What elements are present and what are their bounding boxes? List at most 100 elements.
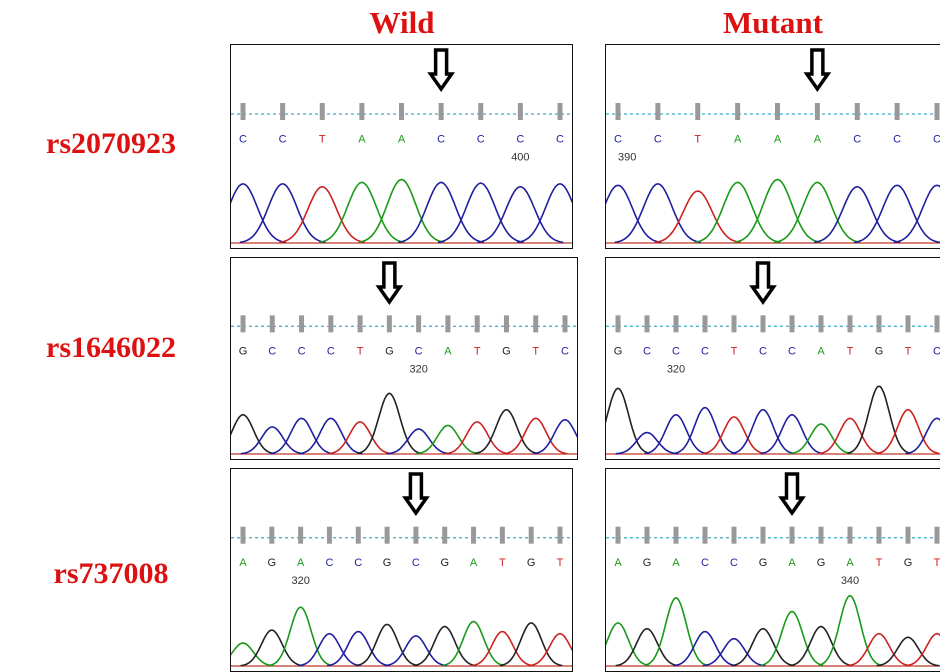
base-call-tick	[528, 526, 534, 544]
column-title-mutant: Mutant	[723, 5, 823, 40]
base-call-tick	[240, 526, 246, 544]
base-call-tick	[644, 526, 650, 544]
trace-peak	[240, 629, 304, 667]
base-call-tick	[359, 103, 365, 121]
base-call-letter: C	[437, 133, 445, 145]
trace-peak	[876, 408, 940, 455]
trace-peak	[504, 417, 568, 455]
base-call-tick	[299, 315, 305, 333]
trace-peak	[654, 190, 741, 244]
base-call-letter: G	[759, 557, 768, 569]
trace-peak	[231, 182, 286, 244]
base-call-tick	[934, 526, 940, 544]
trace-peak	[673, 630, 737, 667]
base-call-letter: G	[904, 557, 913, 569]
base-call-letter: G	[440, 557, 449, 569]
trace-peak	[474, 408, 539, 455]
base-call-letter: G	[502, 345, 511, 357]
base-call-tick	[760, 526, 766, 544]
row-label-rs2070923: rs2070923	[46, 127, 176, 160]
base-call-tick	[818, 315, 824, 333]
trace-peak	[318, 181, 405, 244]
base-call-tick	[876, 315, 882, 333]
base-call-tick	[760, 315, 766, 333]
trace-peak	[231, 413, 275, 455]
trace-peak	[517, 182, 572, 244]
chromatogram-plot: G C C C T C C A T G T C 320	[606, 261, 940, 455]
sequence-position-label: 390	[618, 152, 636, 164]
base-call-letter: T	[532, 345, 539, 357]
base-call-tick	[269, 526, 275, 544]
base-call-letter: C	[561, 345, 569, 357]
base-call-tick	[557, 526, 563, 544]
base-call-tick	[934, 315, 940, 333]
sequence-position-label: 400	[511, 152, 529, 164]
base-call-letter: T	[731, 345, 738, 357]
base-call-letter: A	[788, 557, 796, 569]
trace-peak	[847, 632, 911, 667]
base-call-tick	[876, 526, 882, 544]
base-call-tick	[517, 103, 523, 121]
base-call-letter: G	[239, 345, 248, 357]
trace-peak	[279, 185, 366, 244]
base-call-letter: T	[876, 557, 883, 569]
trace-peak	[606, 184, 662, 244]
trace-peak	[853, 184, 940, 244]
base-call-letter: C	[701, 345, 709, 357]
base-call-tick	[702, 526, 708, 544]
base-call-letter: T	[474, 345, 481, 357]
chromatogram-rs2070923-mutant: C C T A A A C C C 390	[605, 44, 940, 249]
base-call-tick	[269, 315, 275, 333]
base-call-tick	[731, 315, 737, 333]
trace-peak	[355, 623, 419, 667]
base-call-letter: C	[298, 345, 306, 357]
trace-peak	[876, 636, 940, 667]
base-call-letter: A	[239, 557, 247, 569]
base-call-letter: C	[788, 345, 796, 357]
base-call-tick	[413, 526, 419, 544]
trace-peak	[445, 421, 509, 455]
base-call-tick	[905, 315, 911, 333]
trace-peak	[789, 423, 853, 455]
trace-peak	[615, 431, 679, 455]
base-call-letter: A	[398, 133, 406, 145]
base-call-letter: T	[319, 133, 326, 145]
trace-peak	[328, 421, 392, 455]
base-call-tick	[478, 103, 484, 121]
chromatogram-plot: C C T A A A C C C 390	[606, 48, 940, 244]
base-call-letter: C	[325, 557, 333, 569]
trace-peak	[386, 428, 451, 455]
snp-arrow-icon	[749, 261, 777, 306]
trace-peak	[731, 408, 795, 455]
base-call-tick	[789, 526, 795, 544]
trace-peak	[269, 606, 332, 667]
base-call-letter: C	[643, 345, 651, 357]
base-call-letter: C	[730, 557, 738, 569]
trace-peak	[818, 417, 882, 455]
column-title-wild: Wild	[369, 5, 435, 40]
base-call-tick	[702, 315, 708, 333]
base-call-letter: C	[415, 345, 423, 357]
trace-peak	[673, 406, 737, 455]
base-call-tick	[934, 103, 940, 121]
base-call-tick	[474, 315, 480, 333]
base-call-letter: T	[905, 345, 912, 357]
base-call-letter: T	[934, 557, 940, 569]
base-call-letter: A	[846, 557, 854, 569]
trace-peak	[269, 417, 334, 455]
base-call-letter: T	[694, 133, 701, 145]
base-call-letter: T	[557, 557, 564, 569]
trace-peak	[327, 630, 390, 667]
chromatogram-plot: A G A C C G A G A T G T 340	[606, 472, 940, 667]
trace-peak	[357, 392, 422, 455]
base-call-letter: C	[853, 133, 861, 145]
base-call-tick	[240, 103, 246, 121]
base-call-letter: T	[499, 557, 506, 569]
base-call-letter: C	[354, 557, 362, 569]
trace-peak	[231, 642, 275, 667]
chromatogram-plot: A G A C C G C G A T G T 320	[231, 472, 572, 667]
base-call-tick	[644, 315, 650, 333]
trace-peak	[533, 418, 577, 455]
chromatogram-rs1646022-wild: G C C C T G C A T G T C 320	[230, 257, 578, 460]
base-call-tick	[735, 103, 741, 121]
